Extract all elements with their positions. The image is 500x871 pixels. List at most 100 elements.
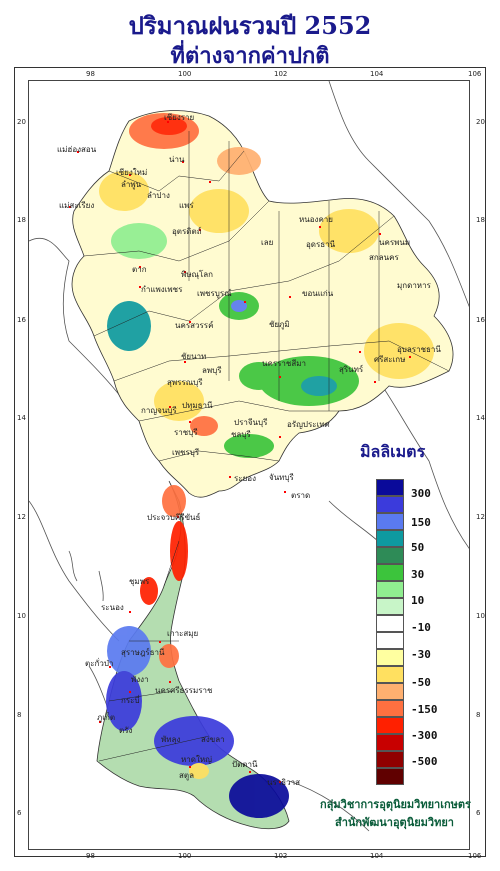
place-label: มุกดาหาร: [397, 281, 431, 290]
place-label: ลำพูน: [121, 180, 142, 189]
place-label: ศรีสะเกษ: [374, 355, 406, 364]
lon-tick-98-bottom: 98: [86, 852, 95, 860]
place-label: กระบี่: [121, 696, 140, 705]
legend-swatch: [376, 632, 404, 649]
place-label: แม่สะเรียง: [59, 201, 95, 210]
legend-swatch: [376, 598, 404, 615]
lon-tick-106-bottom: 106: [468, 852, 482, 860]
place-label: ปทุมธานี: [182, 401, 213, 410]
legend-label: 50: [411, 541, 425, 554]
legend-label: -50: [411, 676, 431, 689]
legend-swatch: [376, 666, 404, 683]
place-label: นครพนม: [379, 238, 411, 247]
place-label: สตูล: [179, 771, 194, 780]
legend-swatch: [376, 649, 404, 666]
lon-tick-104-top: 104: [370, 70, 384, 78]
legend-label: -300: [411, 729, 438, 742]
place-label: ชัยภูมิ: [269, 320, 290, 329]
place-label: ภูเก็ต: [97, 713, 116, 722]
place-label: ตะกั่วป่า: [85, 659, 114, 668]
legend-label: -500: [411, 755, 438, 768]
place-label: หนองคาย: [299, 215, 333, 224]
lat-tick-14-left: 14: [17, 414, 26, 422]
place-label: อุตรดิตถ์: [172, 227, 202, 236]
place-label: ชลบุรี: [231, 430, 251, 439]
place-label: อุดรธานี: [306, 240, 336, 249]
place-label: พิษณุโลก: [181, 270, 214, 279]
place-label: ประจวบคีรีขันธ์: [147, 513, 201, 522]
place-label: ปราจีนบุรี: [234, 418, 268, 427]
legend-label: -30: [411, 648, 431, 661]
place-label: น่าน: [169, 155, 185, 164]
place-label: นราธิวาส: [267, 778, 301, 787]
place-label: สุราษฎร์ธานี: [121, 648, 165, 657]
place-label: อุบลราชธานี: [397, 345, 441, 354]
lat-tick-12-left: 12: [17, 513, 26, 521]
legend-label: 30: [411, 568, 425, 581]
place-label: หาดใหญ่: [181, 755, 212, 764]
legend-title: มิลลิเมตร: [360, 442, 426, 461]
place-label: แพร่: [179, 201, 194, 210]
place-label: นครศรีธรรมราช: [155, 686, 213, 695]
place-label: สุรินทร์: [339, 365, 364, 374]
place-label: พังงา: [131, 675, 149, 684]
place-label: นครราชสีมา: [262, 359, 306, 368]
lon-tick-100-top: 100: [178, 70, 192, 78]
neighbour-borders: [29, 81, 469, 832]
legend-swatch: [376, 734, 404, 751]
legend-label: -150: [411, 703, 438, 716]
legend-swatch: [376, 683, 404, 700]
legend-swatch: [376, 564, 404, 581]
lon-tick-100-bottom: 100: [178, 852, 192, 860]
legend-swatch: [376, 479, 404, 496]
place-label: ระยอง: [234, 474, 256, 483]
place-label: ปัตตานี: [232, 760, 258, 769]
place-label: กำแพงเพชร: [141, 285, 183, 294]
lat-tick-20-right: 20: [476, 118, 485, 126]
place-label: สงขลา: [201, 735, 225, 744]
map-title: ปริมาณฝนรวมปี 2552: [128, 11, 372, 40]
lat-tick-20-left: 20: [17, 118, 26, 126]
legend-label: 10: [411, 594, 425, 607]
lat-tick-16-right: 16: [476, 316, 485, 324]
place-label: ตราด: [291, 491, 311, 500]
lat-tick-10-left: 10: [17, 612, 26, 620]
legend-color-bar: [376, 479, 404, 785]
lat-tick-8-right: 8: [476, 711, 481, 719]
legend-label: 150: [411, 516, 431, 529]
place-label: สกลนคร: [369, 253, 399, 262]
station-markers: [69, 121, 411, 783]
place-label: เกาะสมุย: [167, 629, 199, 638]
place-label: นครสวรรค์: [175, 321, 214, 330]
place-label: ตรัง: [119, 726, 133, 735]
place-label: ชุมพร: [129, 577, 150, 586]
legend-swatch: [376, 768, 404, 785]
legend-swatch: [376, 581, 404, 598]
place-label: เพชรบุรี: [172, 448, 200, 457]
place-label: ระนอง: [101, 603, 124, 612]
place-label: เลย: [261, 238, 274, 247]
lon-tick-102-bottom: 102: [274, 852, 288, 860]
lat-tick-10-right: 10: [476, 612, 485, 620]
legend-swatch: [376, 751, 404, 768]
lat-tick-18-right: 18: [476, 216, 485, 224]
legend-swatch: [376, 496, 404, 513]
legend-label: 300: [411, 487, 431, 500]
credit-line-2: สำนักพัฒนาอุตุนิยมวิทยา: [335, 816, 454, 829]
legend-swatch: [376, 615, 404, 632]
place-label: ตาก: [132, 265, 147, 274]
place-label: สุพรรณบุรี: [167, 378, 203, 387]
legend-label: -10: [411, 621, 431, 634]
lon-tick-106-top: 106: [468, 70, 482, 78]
place-label: ขอนแก่น: [302, 289, 334, 298]
place-label: อรัญประเทศ: [287, 420, 330, 429]
lat-tick-6-left: 6: [17, 809, 22, 817]
place-label: ลพบุรี: [202, 366, 222, 375]
place-label: พัทลุง: [161, 735, 181, 744]
map-svg: [29, 81, 469, 832]
lat-tick-6-right: 6: [476, 809, 481, 817]
place-label: แม่ฮ่องสอน: [57, 145, 97, 154]
rainfall-anomaly-layer: [99, 113, 434, 818]
lon-tick-98-top: 98: [86, 70, 95, 78]
province-borders: [83, 131, 450, 762]
